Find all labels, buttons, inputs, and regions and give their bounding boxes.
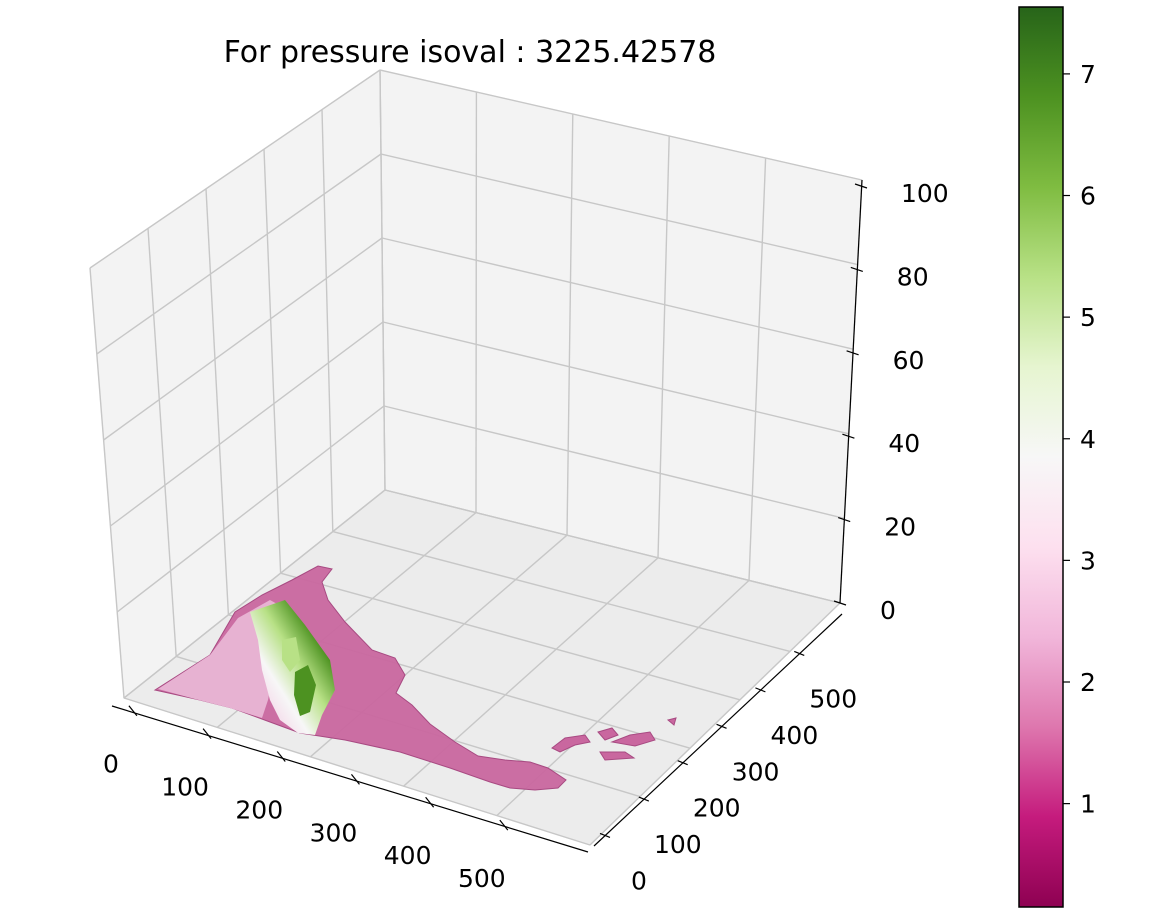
grid-line [123,697,591,846]
surface-dark-green-patch [294,665,316,716]
y-tick-mark [677,760,688,766]
tick-label: 0 [880,596,896,625]
grid-line [332,530,791,653]
colorbar-tick-label: 2 [1080,668,1096,697]
grid-line [109,321,384,527]
grid-line [379,69,863,181]
colorbar: 1 2 3 4 5 6 7 [1018,6,1096,908]
tick-label: 100 [901,179,949,208]
tick-label: 400 [771,721,819,750]
x-tick-mark [425,796,435,808]
grid-line [147,228,177,657]
grid-line [96,153,382,355]
tick-label: 0 [103,750,119,779]
y-tick-mark [716,723,727,729]
x-tick-mark [128,705,138,717]
tick-label: 60 [893,346,925,375]
y-tick-mark [599,832,611,839]
z-tick-mark [833,600,847,606]
colorbar-tick-label: 1 [1080,790,1096,819]
y-tick-mark [794,650,805,657]
z-tick-mark [850,266,863,272]
tick-label: 200 [235,795,283,824]
z-tick-mark [838,517,851,523]
y-tick-mark [638,796,650,802]
tick-label: 200 [693,794,741,823]
y-tick-mark [755,687,766,693]
x-tick-mark [202,728,212,739]
grid-line [383,405,845,520]
z-tick-mark [854,183,868,189]
grid-line [89,69,381,269]
grid-line [205,188,230,615]
grid-line [566,113,574,536]
surface-plot [153,565,677,791]
z-tick-mark [846,350,859,356]
x-tick-mark [276,751,286,762]
colorbar-tick-label: 3 [1080,546,1096,575]
z-axis-line [839,179,863,604]
x-tick-mark [499,819,509,831]
grid-line [116,405,385,613]
chart-title: For pressure isoval : 3225.42578 [224,35,717,70]
tick-label: 20 [884,513,916,542]
colorbar-tick-label: 7 [1080,60,1096,89]
tick-label: 0 [631,866,647,895]
grid-line [89,267,125,699]
tick-label: 500 [809,684,857,713]
colorbar-gradient [1018,6,1064,908]
surface-islands [551,717,677,761]
grid-line [380,153,858,266]
tick-label: 100 [161,773,209,802]
y-axis-line [593,613,843,847]
grid-line [748,157,767,581]
grid-line [103,237,383,441]
surface-green-patch [282,637,300,672]
grid-line [657,135,670,558]
grid-line [379,69,386,491]
grid-line [123,489,386,699]
colorbar-tick-label: 6 [1080,182,1096,211]
grid-line [381,237,854,350]
grid-line [280,572,741,701]
grid-line [321,109,334,532]
x-axis-line [111,705,589,853]
x-tick-mark [350,773,360,785]
tick-label: 40 [888,429,920,458]
colorbar-ticks: 1 2 3 4 5 6 7 [1063,60,1096,819]
tick-label: 300 [732,757,780,786]
colorbar-tick-label: 5 [1080,303,1096,332]
tick-label: 100 [654,830,702,859]
colorbar-tick-label: 4 [1080,425,1096,454]
grid-line [384,489,841,604]
tick-label: 400 [384,841,432,870]
grid-line [589,602,841,846]
tick-label: 300 [310,818,358,847]
tick-label: 500 [458,864,506,893]
tick-label: 80 [897,262,929,291]
z-tick-mark [842,433,855,439]
grid-line [382,321,849,435]
grid-line [263,149,282,574]
